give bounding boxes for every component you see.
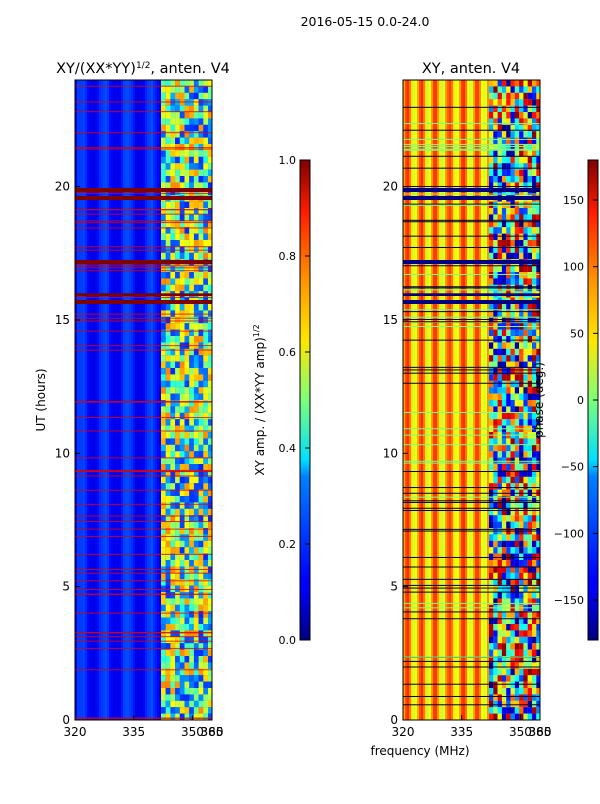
amplitude-colorbar-tick-label: 0.8	[279, 250, 297, 263]
amplitude-y-tick-label: 10	[55, 446, 70, 460]
amplitude-colorbar-label-exponent: 1/2	[252, 324, 261, 337]
amplitude-title-exponent: 1/2	[136, 61, 150, 71]
amplitude-colorbar-label: XY amp. / (XX*YY amp)1/2	[252, 324, 267, 475]
phase-colorbar-tick-label: −150	[554, 594, 584, 607]
phase-y-tick-label: 15	[383, 313, 398, 327]
amplitude-panel: XY/(XX*YY)1/2, anten. V4 320 335 350365380…	[34, 61, 230, 739]
phase-colorbar-tick-label: −100	[554, 527, 584, 540]
amplitude-x-tick-label: 380	[201, 725, 224, 739]
amplitude-y-tick-label: 5	[62, 580, 70, 594]
phase-x-tick-label: 380	[529, 725, 552, 739]
phase-y-tick-label: 20	[383, 180, 398, 194]
amplitude-x-tick-label: 335	[122, 725, 145, 739]
amplitude-colorbar-tick-label: 0.4	[279, 442, 297, 455]
amplitude-colorbar-tick-label: 0.2	[279, 538, 297, 551]
amplitude-x-tick-label: 350	[181, 725, 204, 739]
phase-y-tick-label: 5	[390, 580, 398, 594]
phase-heatmap	[403, 80, 540, 720]
amplitude-y-axis-label: UT (hours)	[34, 368, 48, 431]
amplitude-plot-frame	[74, 79, 213, 721]
amplitude-y-axis: 0 5 10 15 20	[55, 180, 80, 727]
frequency-axis-label: frequency (MHz)	[370, 744, 469, 758]
amplitude-title-main: XY/(XX*YY)	[56, 61, 136, 77]
phase-colorbar-tick-label: 50	[570, 327, 584, 340]
amplitude-colorbar-label-main: XY amp. / (XX*YY amp)	[253, 337, 267, 475]
phase-colorbar-tick-label: −50	[561, 461, 584, 474]
phase-colorbar-tick-label: 150	[563, 194, 584, 207]
phase-panel-title: XY, anten. V4	[422, 61, 520, 77]
amplitude-title-tail: , anten. V4	[150, 61, 229, 77]
amplitude-y-tick-label: 15	[55, 313, 70, 327]
amplitude-y-tick-label: 20	[55, 180, 70, 194]
phase-x-tick-label: 350	[509, 725, 532, 739]
amplitude-panel-title: XY/(XX*YY)1/2, anten. V4	[56, 61, 230, 77]
phase-y-axis: 0 5 10 15 20	[383, 180, 408, 727]
amplitude-x-tick-label: 320	[64, 725, 87, 739]
phase-x-tick-label: 365	[529, 725, 552, 739]
phase-colorbar-tick-label: 0	[577, 394, 584, 407]
phase-y-tick-label: 10	[383, 446, 398, 460]
phase-plot-frame	[402, 79, 541, 721]
phase-colorbar: −150 −100 −50 0 50 100 150 phase (deg.)	[532, 159, 599, 641]
amplitude-colorbar-tick-label: 0.6	[279, 346, 297, 359]
amplitude-colorbar-tick-label: 1.0	[279, 154, 297, 167]
amplitude-colorbar-gradient	[299, 159, 311, 641]
phase-colorbar-label: phase (deg.)	[532, 362, 546, 438]
figure-suptitle: 2016-05-15 0.0-24.0	[301, 14, 430, 29]
phase-x-tick-label: 320	[392, 725, 415, 739]
amplitude-x-tick-label: 365	[201, 725, 224, 739]
phase-x-tick-label: 335	[450, 725, 473, 739]
phase-y-tick-label: 0	[390, 713, 398, 727]
amplitude-heatmap	[75, 80, 212, 720]
amplitude-y-tick-label: 0	[62, 713, 70, 727]
amplitude-colorbar-tick-label: 0.0	[279, 634, 297, 647]
phase-colorbar-tick-label: 100	[563, 261, 584, 274]
amplitude-colorbar: 0.0 0.2 0.4 0.6 0.8 1.0 XY amp. / (XX*YY amp)…	[252, 154, 311, 647]
